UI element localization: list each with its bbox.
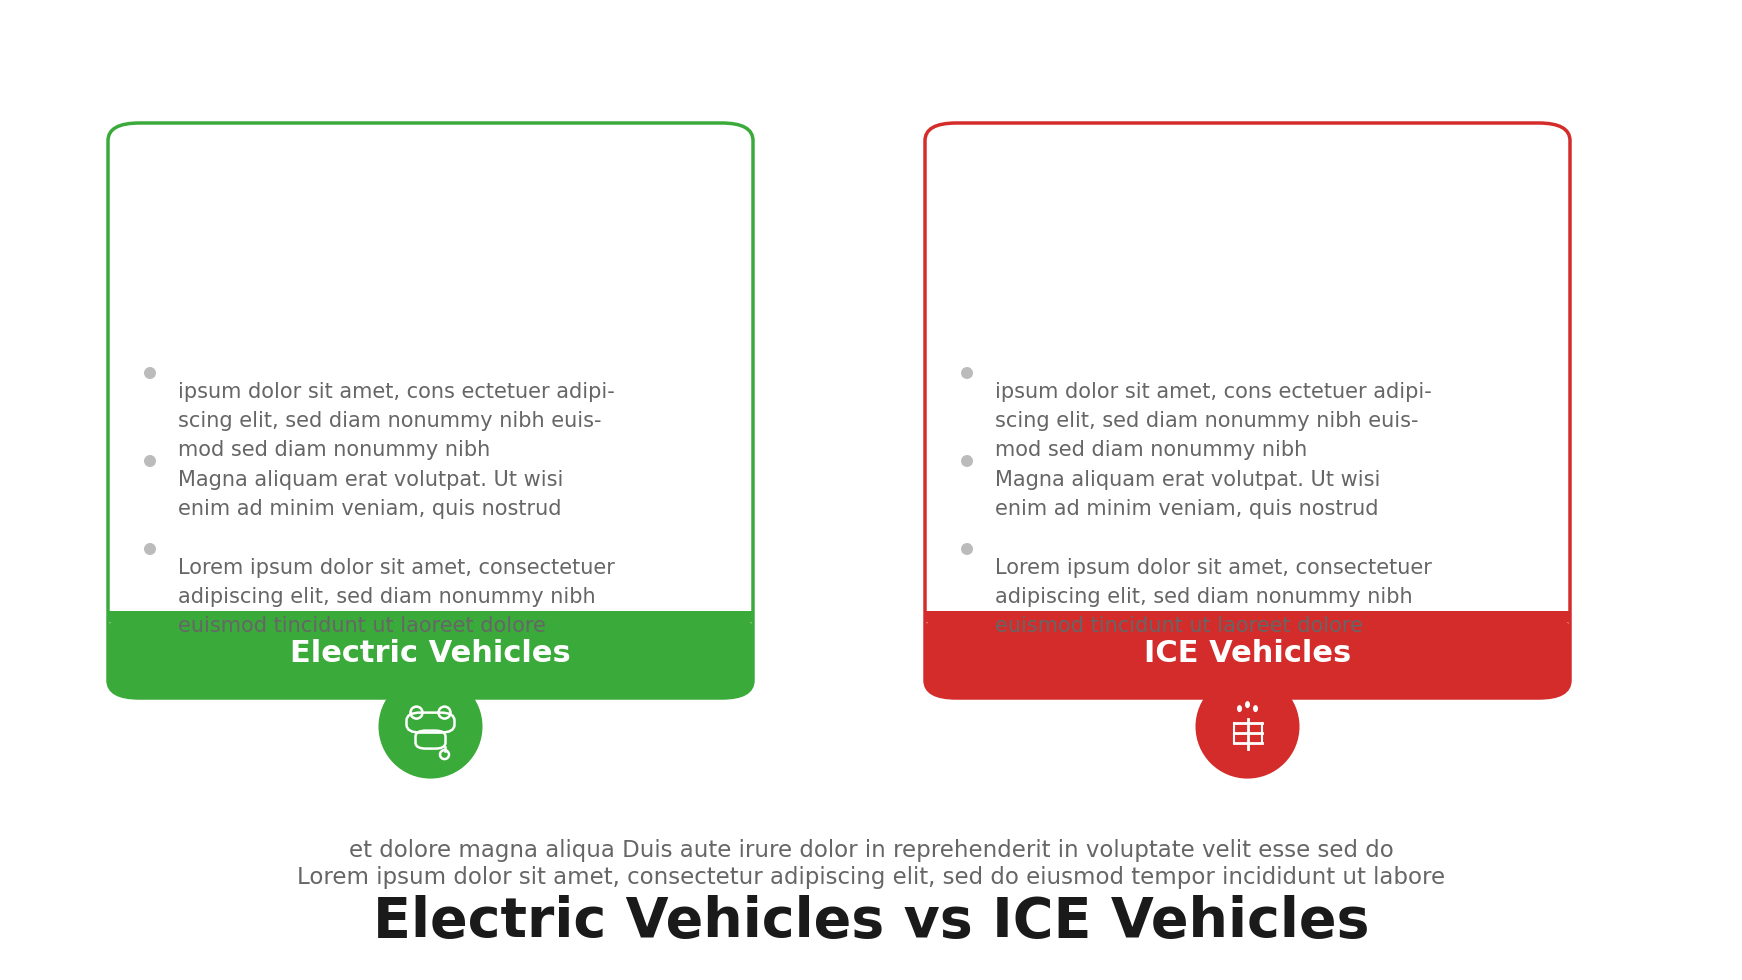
Text: Magna aliquam erat volutpat. Ut wisi
enim ad minim veniam, quis nostrud: Magna aliquam erat volutpat. Ut wisi eni… (995, 470, 1380, 518)
Bar (925, 611, 1570, 622)
Ellipse shape (1246, 701, 1251, 709)
Ellipse shape (145, 543, 157, 555)
Ellipse shape (1252, 705, 1258, 712)
Text: ICE Vehicles: ICE Vehicles (1144, 639, 1352, 668)
Bar (108, 611, 753, 622)
Text: et dolore magna aliqua Duis aute irure dolor in reprehenderit in voluptate velit: et dolore magna aliqua Duis aute irure d… (348, 839, 1394, 861)
Text: Lorem ipsum dolor sit amet, consectetuer
adipiscing elit, sed diam nonummy nibh
: Lorem ipsum dolor sit amet, consectetuer… (178, 558, 615, 636)
Text: ipsum dolor sit amet, cons ectetuer adipi-
scing elit, sed diam nonummy nibh eui: ipsum dolor sit amet, cons ectetuer adip… (995, 382, 1432, 460)
FancyBboxPatch shape (108, 123, 753, 698)
Ellipse shape (145, 455, 157, 467)
Ellipse shape (378, 674, 483, 778)
Ellipse shape (962, 455, 974, 467)
FancyBboxPatch shape (108, 613, 753, 698)
FancyBboxPatch shape (925, 123, 1570, 698)
Text: Magna aliquam erat volutpat. Ut wisi
enim ad minim veniam, quis nostrud: Magna aliquam erat volutpat. Ut wisi eni… (178, 470, 563, 518)
Ellipse shape (1237, 705, 1242, 712)
Ellipse shape (962, 543, 974, 555)
Ellipse shape (1195, 674, 1300, 778)
Ellipse shape (962, 367, 974, 379)
Text: Electric Vehicles: Electric Vehicles (291, 639, 571, 668)
Text: Electric Vehicles vs ICE Vehicles: Electric Vehicles vs ICE Vehicles (373, 895, 1369, 949)
Text: ipsum dolor sit amet, cons ectetuer adipi-
scing elit, sed diam nonummy nibh eui: ipsum dolor sit amet, cons ectetuer adip… (178, 382, 615, 460)
Text: Lorem ipsum dolor sit amet, consectetuer
adipiscing elit, sed diam nonummy nibh
: Lorem ipsum dolor sit amet, consectetuer… (995, 558, 1432, 636)
Text: Lorem ipsum dolor sit amet, consectetur adipiscing elit, sed do eiusmod tempor i: Lorem ipsum dolor sit amet, consectetur … (296, 865, 1446, 889)
Ellipse shape (145, 367, 157, 379)
FancyBboxPatch shape (925, 613, 1570, 698)
